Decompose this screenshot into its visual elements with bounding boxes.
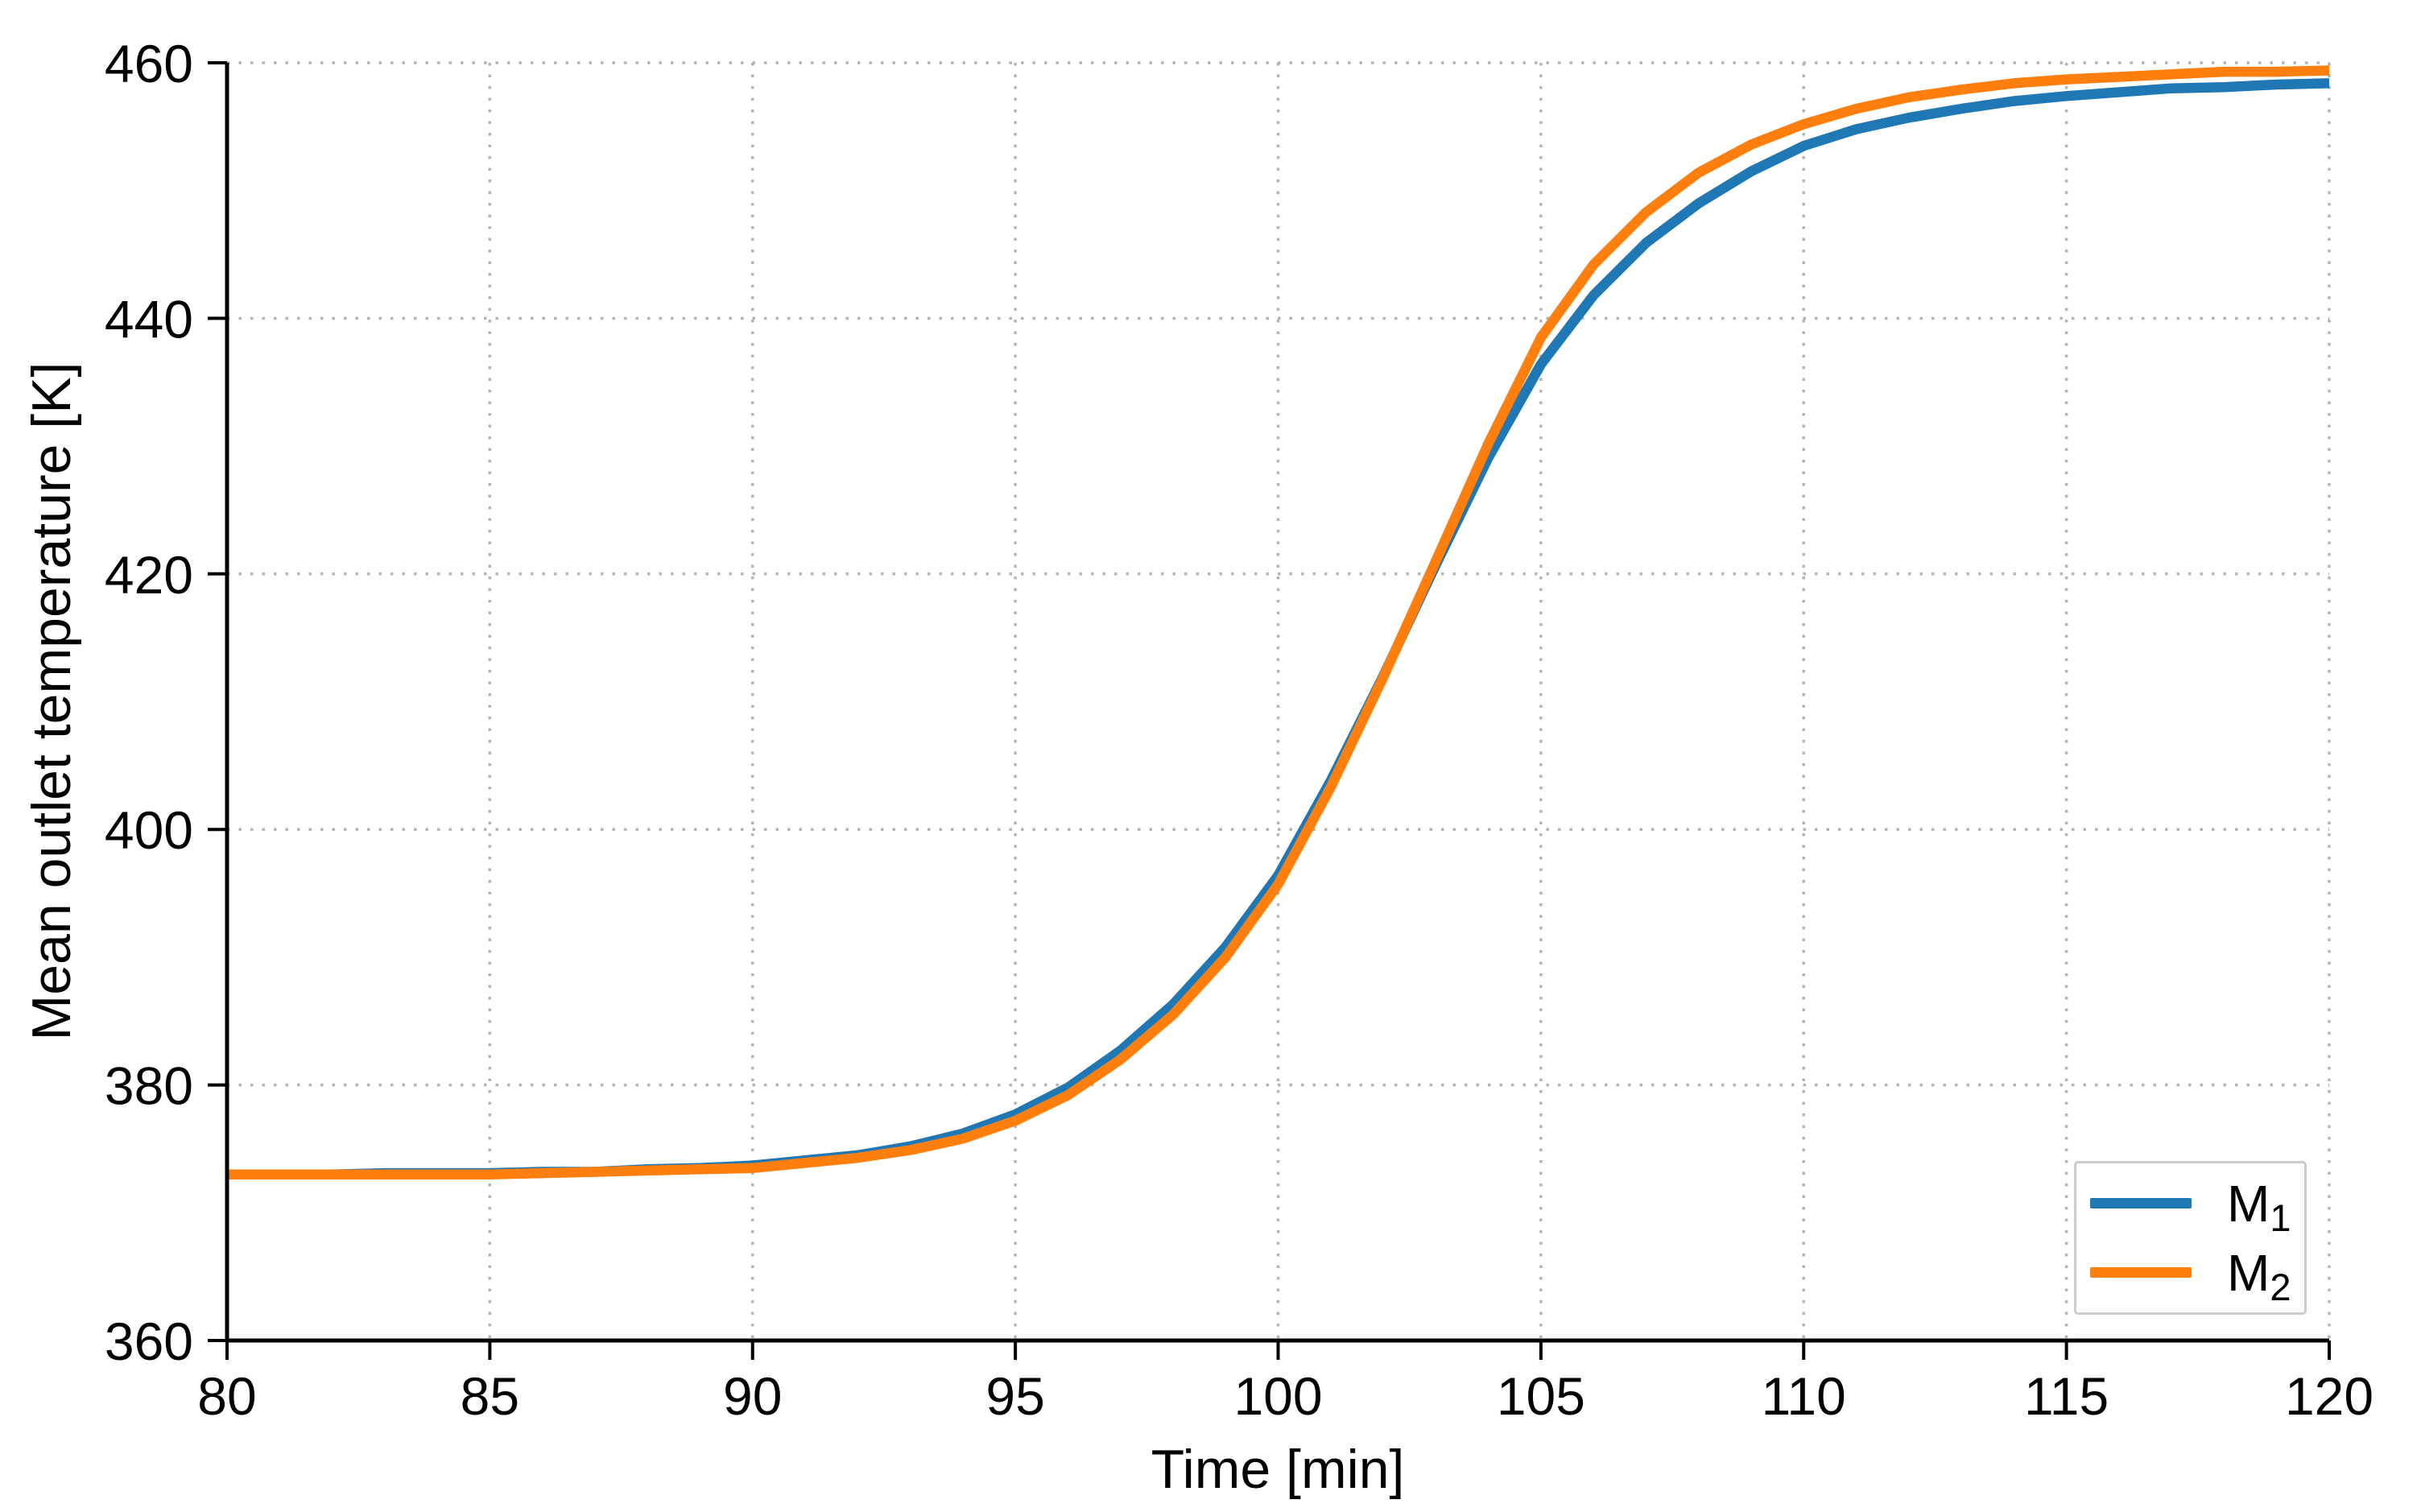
legend-label-m1: M1 — [2227, 1174, 2291, 1239]
y-axis-title: Mean outlet temperature [K] — [21, 361, 82, 1041]
x-axis-title: Time [min] — [1151, 1439, 1405, 1500]
series-line-m2 — [227, 65, 2330, 1179]
y-tick-label-420: 420 — [105, 545, 193, 605]
x-tick-label-90: 90 — [723, 1366, 782, 1426]
y-tick-label-400: 400 — [105, 800, 193, 860]
y-tick-label-360: 360 — [105, 1312, 193, 1371]
x-tick-label-85: 85 — [461, 1366, 519, 1426]
legend-item-m1: M1 — [2076, 1174, 2304, 1239]
x-tick-label-120: 120 — [2285, 1366, 2373, 1426]
x-tick-label-80: 80 — [197, 1366, 256, 1426]
x-tick-label-105: 105 — [1497, 1366, 1585, 1426]
x-tick-label-110: 110 — [1762, 1366, 1846, 1426]
legend-line-m1 — [2090, 1198, 2192, 1208]
legend-label-m2: M2 — [2227, 1243, 2291, 1308]
legend: M1 M2 — [2074, 1161, 2307, 1315]
legend-line-m2 — [2090, 1267, 2192, 1278]
y-tick-label-460: 460 — [105, 34, 193, 93]
x-tick-label-95: 95 — [985, 1366, 1044, 1426]
legend-item-m2: M2 — [2076, 1243, 2304, 1308]
y-tick-label-380: 380 — [105, 1056, 193, 1116]
x-tick-label-100: 100 — [1233, 1366, 1322, 1426]
y-tick-label-440: 440 — [105, 289, 193, 349]
x-tick-label-115: 115 — [2024, 1366, 2109, 1426]
